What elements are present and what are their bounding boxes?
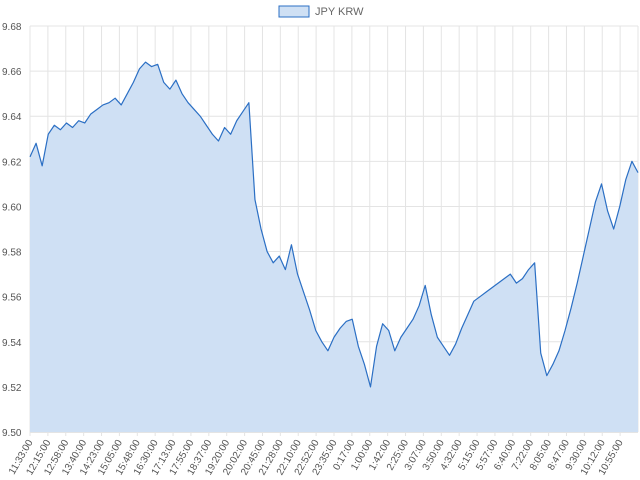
x-axis-ticks: 11:33:0012:15:0012:58:0013:40:0014:23:00… — [7, 438, 626, 478]
y-tick-label: 9.50 — [2, 428, 22, 439]
series-area-fill — [30, 62, 638, 433]
y-tick-label: 9.56 — [2, 293, 22, 304]
series-layer — [29, 61, 639, 433]
y-axis-ticks: 9.68 9.66 9.64 9.62 9.60 9.58 9.56 9.54 9.52 9.50 — [2, 22, 22, 439]
y-tick-label: 9.58 — [2, 248, 22, 259]
y-tick-label: 9.60 — [2, 202, 22, 213]
y-tick-label: 9.64 — [2, 112, 22, 123]
y-tick-label: 9.62 — [2, 157, 22, 168]
legend-swatch — [278, 5, 310, 18]
series-line — [29, 61, 639, 388]
legend[interactable]: JPY KRW — [278, 5, 364, 18]
y-tick-label: 9.54 — [2, 338, 22, 349]
y-tick-label: 9.66 — [2, 67, 22, 78]
y-tick-label: 9.52 — [2, 383, 22, 394]
y-tick-label: 9.68 — [2, 22, 22, 33]
legend-label: JPY KRW — [315, 6, 364, 18]
